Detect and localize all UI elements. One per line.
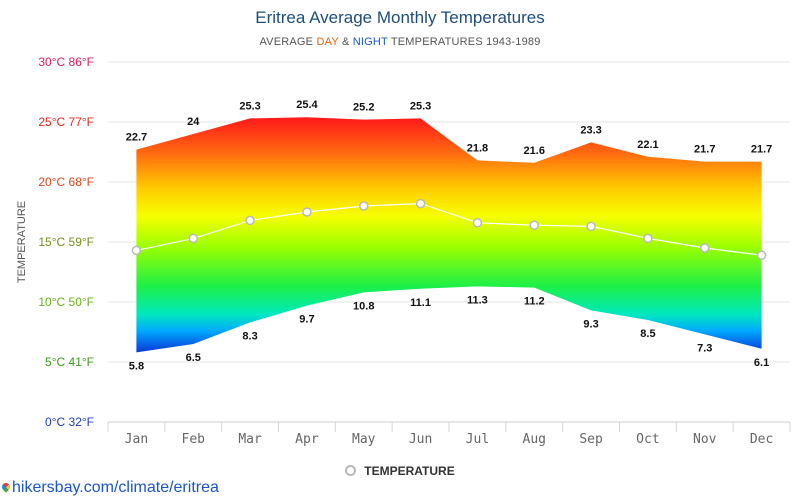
temperature-line-path [136,202,762,256]
night-value-label: 11.3 [467,294,488,306]
subtitle-prefix: AVERAGE [259,36,317,48]
night-value-label: 11.2 [524,296,545,308]
temperature-point [131,245,142,256]
night-value-label: 8.3 [242,330,257,342]
temperature-point [302,207,312,217]
day-night-area [136,117,762,353]
day-value-label: 25.3 [239,100,260,112]
x-tick-label: Jul [466,432,489,447]
day-value-label: 24 [187,116,200,128]
x-tick-label: Aug [523,432,546,447]
day-value-label: 21.8 [467,142,488,154]
y-tick-label: 15°C 59°F [38,235,94,249]
temperature-point [586,221,596,232]
night-value-label: 5.8 [129,360,144,372]
axes: 0°C 32°F 5°C 41°F 10°C 50°F 15°C 59°F 20°C 6… [16,55,790,447]
day-value-label: 25.2 [353,102,374,114]
location-pin-icon [0,481,12,493]
temperature-point [643,233,653,244]
day-value-label: 25.3 [410,100,431,112]
x-tick-label: Nov [693,432,717,447]
night-value-label: 6.1 [754,357,769,369]
x-tick-label: Feb [182,432,206,447]
night-value-label: 9.3 [583,318,598,330]
day-value-label: 22.1 [637,139,658,151]
y-tick-label: 5°C 41°F [45,355,94,369]
x-tick-label: Jan [125,432,148,447]
temperature-point [245,215,255,226]
temperature-chart: 0°C 32°F 5°C 41°F 10°C 50°F 15°C 59°F 20°C 6… [16,55,791,447]
y-tick-label: 30°C 86°F [38,55,94,69]
night-value-label: 11.1 [410,297,431,309]
subtitle-night: NIGHT [352,36,388,48]
night-value-label: 6.5 [186,352,201,364]
x-tick-label: Mar [238,432,262,447]
temperature-point [359,201,369,211]
temperature-point [756,250,767,260]
footer-link-text: hikersbay.com/climate/eritrea [12,479,219,496]
y-tick-label: 0°C 32°F [45,415,94,429]
x-tick-label: Oct [636,432,659,447]
footer-link[interactable]: hikersbay.com/climate/eritrea [0,479,219,497]
day-value-label: 25.4 [296,99,318,111]
data-labels: 22.7 24 25.3 25.4 25.2 25.3 21.8 21.6 23.3 22.1 21… [126,99,773,372]
chart-subtitle: AVERAGE DAY & NIGHT TEMPERATURES 1943-19… [0,36,800,48]
temperature-point [472,218,483,228]
temperature-marker-icon [345,465,357,476]
legend-label: TEMPERATURE [364,464,455,478]
y-axis-title: TEMPERATURE [16,201,28,283]
temperature-point [188,233,198,244]
day-value-label: 21.7 [751,144,772,156]
subtitle-suffix: TEMPERATURES 1943-1989 [387,36,541,48]
temperature-point [700,243,710,253]
day-value-label: 21.7 [694,144,715,156]
legend[interactable]: TEMPERATURE [0,464,800,478]
chart-title: Eritrea Average Monthly Temperatures [255,8,545,27]
day-value-label: 22.7 [126,132,147,144]
temperature-line [131,198,767,260]
x-tick-label: Jun [409,432,432,447]
x-tick-label: Apr [295,432,319,447]
x-tick-label: Sep [579,432,603,447]
x-tick-label: Dec [750,432,773,447]
y-tick-label: 20°C 68°F [38,175,94,189]
day-value-label: 21.6 [524,145,545,157]
subtitle-amp: & [338,36,353,48]
subtitle-day: DAY [316,36,339,48]
night-value-label: 7.3 [697,342,712,354]
y-tick-label: 10°C 50°F [38,295,94,309]
temperature-point [529,220,539,230]
day-value-label: 23.3 [580,124,601,136]
y-tick-label: 25°C 77°F [38,115,94,129]
night-value-label: 9.7 [299,314,314,326]
temperature-point [415,198,426,209]
x-tick-label: May [352,432,376,447]
night-value-label: 10.8 [353,300,374,312]
night-value-label: 8.5 [640,328,655,340]
temperature-band [136,117,762,353]
